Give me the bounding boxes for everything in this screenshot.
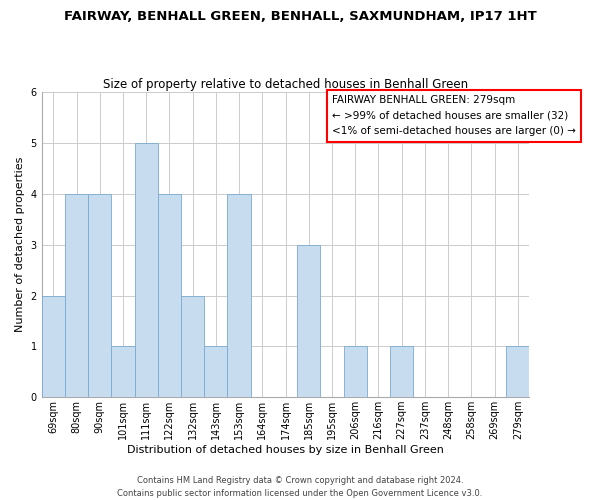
Bar [204, 346, 227, 397]
Bar [88, 194, 112, 397]
X-axis label: Distribution of detached houses by size in Benhall Green: Distribution of detached houses by size … [127, 445, 444, 455]
Bar [297, 244, 320, 397]
Bar [112, 346, 134, 397]
Bar [181, 296, 204, 397]
Bar [134, 143, 158, 397]
Text: FAIRWAY BENHALL GREEN: 279sqm
← >99% of detached houses are smaller (32)
<1% of : FAIRWAY BENHALL GREEN: 279sqm ← >99% of … [332, 95, 576, 136]
Y-axis label: Number of detached properties: Number of detached properties [15, 157, 25, 332]
Text: Contains HM Land Registry data © Crown copyright and database right 2024.
Contai: Contains HM Land Registry data © Crown c… [118, 476, 482, 498]
Bar [41, 296, 65, 397]
Text: FAIRWAY, BENHALL GREEN, BENHALL, SAXMUNDHAM, IP17 1HT: FAIRWAY, BENHALL GREEN, BENHALL, SAXMUND… [64, 10, 536, 23]
Bar [65, 194, 88, 397]
Bar [227, 194, 251, 397]
Bar [158, 194, 181, 397]
Bar [390, 346, 413, 397]
Bar [506, 346, 529, 397]
Title: Size of property relative to detached houses in Benhall Green: Size of property relative to detached ho… [103, 78, 468, 91]
Bar [344, 346, 367, 397]
